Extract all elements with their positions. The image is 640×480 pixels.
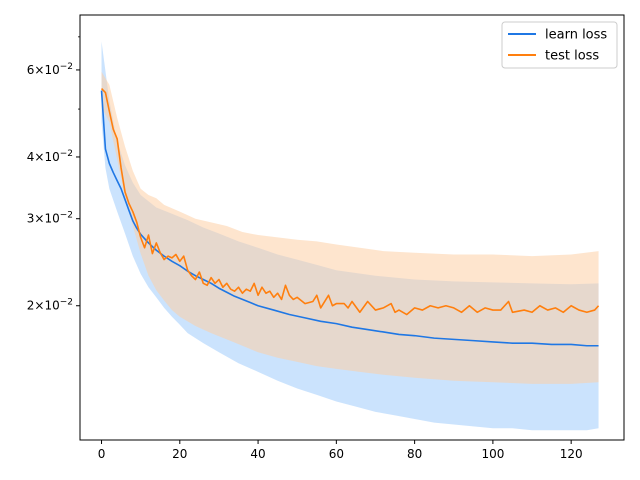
x-tick-label: 80 (407, 447, 422, 461)
x-tick-label: 40 (250, 447, 265, 461)
y-tick-label: 4×10−2 (27, 149, 73, 164)
series-lines (100, 88, 600, 347)
y-tick-label: 3×10−2 (27, 211, 73, 226)
x-tick-label: 60 (329, 447, 344, 461)
y-tick-label: 6×10−2 (27, 62, 73, 77)
legend-label: test loss (545, 49, 599, 64)
x-tick-label: 20 (172, 447, 187, 461)
legend-label: learn loss (545, 28, 607, 43)
line-test-loss (100, 88, 600, 316)
line-learn-loss (100, 90, 599, 347)
x-tick-label: 0 (98, 447, 106, 461)
legend: learn loss test loss (501, 21, 618, 69)
x-tick-label: 120 (560, 447, 583, 461)
x-axis: 0 20 40 60 80 100 120 (98, 440, 583, 461)
plot-frame (79, 14, 625, 441)
band-test-loss (101, 71, 599, 384)
x-tick-label: 100 (481, 447, 504, 461)
y-axis: 2×10−2 3×10−2 4×10−2 6×10−2 (27, 36, 80, 313)
y-tick-label: 2×10−2 (27, 298, 73, 313)
confidence-bands (101, 41, 599, 431)
